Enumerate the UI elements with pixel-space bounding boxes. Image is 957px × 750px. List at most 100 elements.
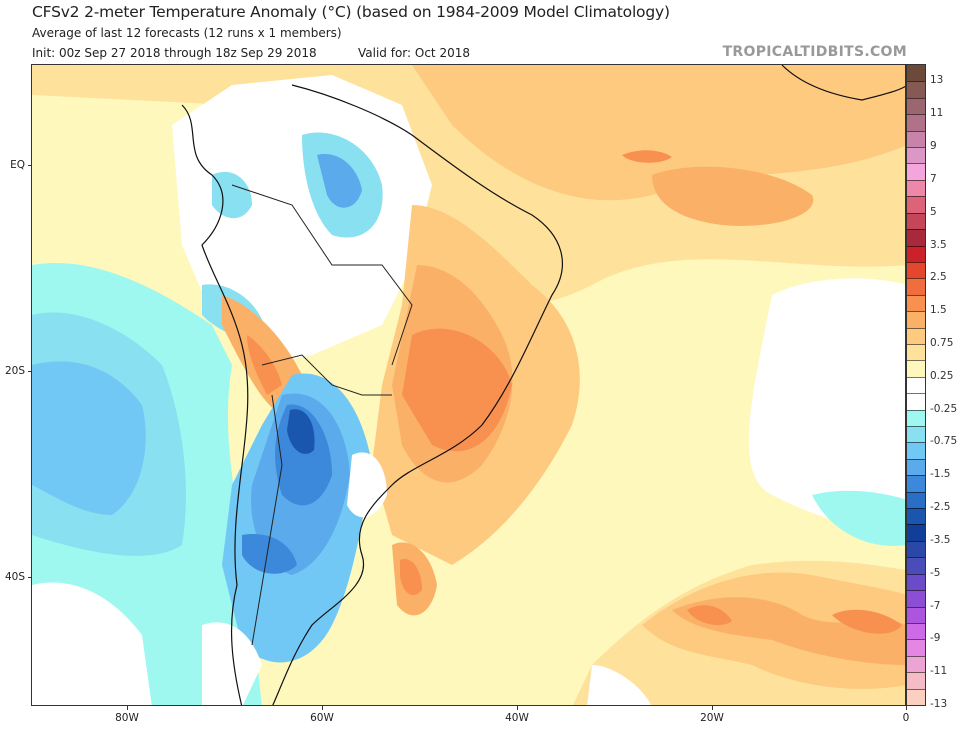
colorbar-segment bbox=[907, 97, 925, 115]
coastline-west bbox=[181, 104, 249, 705]
colorbar-segment bbox=[907, 393, 925, 411]
x-tick bbox=[127, 706, 128, 710]
colorbar-label: -7 bbox=[930, 599, 941, 612]
warm-region bbox=[622, 150, 672, 163]
colorbar-segment bbox=[907, 114, 925, 132]
colorbar-segment bbox=[907, 130, 925, 148]
colorbar-label: -2.5 bbox=[930, 501, 951, 514]
colorbar-segment bbox=[907, 442, 925, 460]
warm-region bbox=[412, 65, 905, 201]
x-tick bbox=[322, 706, 323, 710]
cool-region bbox=[812, 490, 905, 546]
colorbar-label: -9 bbox=[930, 632, 941, 645]
warm-region bbox=[672, 597, 905, 665]
y-tick bbox=[28, 371, 32, 372]
y-tick-label: 40S bbox=[4, 571, 25, 583]
colorbar-segment bbox=[907, 655, 925, 673]
colorbar-label: 3.5 bbox=[930, 238, 947, 251]
colorbar-segment bbox=[907, 426, 925, 443]
x-tick-label: 80W bbox=[115, 712, 139, 724]
colorbar-segment bbox=[907, 294, 925, 312]
colorbar-segment bbox=[907, 557, 925, 575]
x-tick-label: 20W bbox=[700, 712, 724, 724]
colorbar-label: 0.75 bbox=[930, 336, 954, 349]
colorbar-segment bbox=[907, 590, 925, 608]
colorbar-segment bbox=[907, 311, 925, 329]
anomaly-map bbox=[31, 64, 906, 706]
colorbar-label: -0.25 bbox=[930, 402, 957, 415]
cool-region bbox=[287, 409, 315, 454]
colorbar-label: 0.25 bbox=[930, 369, 954, 382]
neutral-region bbox=[587, 665, 651, 705]
y-tick-label: EQ bbox=[10, 159, 25, 171]
colorbar-segment bbox=[907, 688, 925, 706]
colorbar-segment bbox=[907, 475, 925, 493]
colorbar-label: 9 bbox=[930, 140, 937, 153]
neutral-region bbox=[748, 278, 905, 528]
colorbar-label: -11 bbox=[930, 665, 948, 678]
map-canvas bbox=[32, 65, 905, 705]
country-border bbox=[231, 184, 413, 366]
colorbar-segment bbox=[907, 196, 925, 214]
colorbar-label: -1.5 bbox=[930, 468, 951, 481]
colorbar-segment bbox=[907, 540, 925, 558]
colorbar-label: -13 bbox=[930, 698, 948, 710]
country-border bbox=[261, 354, 392, 396]
x-tick bbox=[906, 706, 907, 710]
warm-region bbox=[247, 335, 282, 395]
x-tick-label: 60W bbox=[310, 712, 334, 724]
chart-subtitle: Average of last 12 forecasts (12 runs x … bbox=[32, 26, 342, 40]
colorbar-label: 5 bbox=[930, 205, 937, 218]
coastline-east bbox=[272, 84, 563, 705]
colorbar-label: 1.5 bbox=[930, 304, 947, 317]
colorbar-segment bbox=[907, 327, 925, 345]
colorbar-segment bbox=[907, 639, 925, 657]
colorbar-segment bbox=[907, 229, 925, 246]
colorbar-segment bbox=[907, 622, 925, 640]
colorbar-label: 13 bbox=[930, 74, 944, 87]
colorbar-segment bbox=[907, 278, 925, 296]
colorbar-segment bbox=[907, 409, 925, 427]
cool-region bbox=[242, 534, 297, 574]
colorbar-segment bbox=[907, 360, 925, 378]
colorbar-label: -5 bbox=[930, 566, 941, 579]
coastline-africa bbox=[781, 65, 905, 101]
brand-watermark: TROPICALTIDBITS.COM bbox=[722, 44, 907, 60]
colorbar-label: -3.5 bbox=[930, 533, 951, 546]
neutral-region bbox=[32, 582, 152, 705]
warm-region bbox=[652, 166, 814, 226]
colorbar-segment bbox=[907, 491, 925, 509]
colorbar-label: 7 bbox=[930, 172, 937, 185]
warm-region bbox=[400, 559, 422, 595]
colorbar-segment bbox=[907, 376, 925, 394]
colorbar-segment bbox=[907, 245, 925, 263]
colorbar-segment bbox=[907, 179, 925, 197]
colorbar-segment bbox=[907, 65, 925, 82]
colorbar-segment bbox=[907, 458, 925, 476]
colorbar-segment bbox=[907, 672, 925, 690]
y-tick bbox=[28, 165, 32, 166]
colorbar-segment bbox=[907, 212, 925, 230]
colorbar-segment bbox=[907, 508, 925, 525]
y-tick-label: 20S bbox=[4, 365, 25, 377]
x-tick-label: 40W bbox=[505, 712, 529, 724]
colorbar-segment bbox=[907, 81, 925, 99]
colorbar-segment bbox=[907, 343, 925, 361]
colorbar-label: -0.75 bbox=[930, 435, 957, 448]
cool-region bbox=[317, 154, 362, 208]
colorbar-segment bbox=[907, 261, 925, 279]
x-tick bbox=[712, 706, 713, 710]
valid-period: Valid for: Oct 2018 bbox=[358, 46, 470, 60]
x-tick-label: 0 bbox=[902, 712, 910, 724]
colorbar-segment bbox=[907, 606, 925, 624]
init-range: Init: 00z Sep 27 2018 through 18z Sep 29… bbox=[32, 46, 317, 60]
colorbar-segment bbox=[907, 163, 925, 181]
colorbar-label: 11 bbox=[930, 107, 944, 120]
warm-region bbox=[832, 609, 902, 634]
x-tick bbox=[517, 706, 518, 710]
neutral-region bbox=[202, 622, 262, 705]
y-tick bbox=[28, 577, 32, 578]
colorbar-segment bbox=[907, 147, 925, 164]
colorbar-segment bbox=[907, 524, 925, 542]
cool-region bbox=[32, 361, 146, 515]
